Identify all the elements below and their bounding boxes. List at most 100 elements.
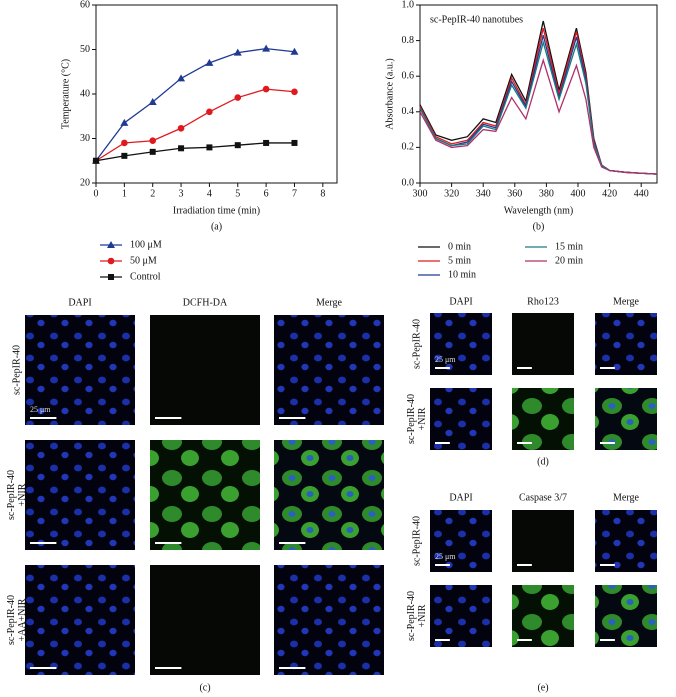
y-tick-label: 20 (80, 177, 90, 188)
panel-caption: (d) (537, 456, 549, 467)
y-tick-label: 0.4 (402, 106, 415, 117)
x-axis-label: Wavelength (nm) (504, 205, 573, 216)
marker (149, 148, 156, 155)
micrograph (512, 388, 574, 450)
y-axis-label: Absorbance (a.u.) (384, 58, 395, 129)
x-tick-label: 1 (122, 188, 127, 199)
marker (120, 118, 129, 126)
marker (290, 47, 299, 55)
row-label: sc-PepIR-40 (406, 394, 417, 444)
marker (262, 44, 271, 52)
column-header: Merge (316, 297, 342, 308)
series-line (419, 20, 658, 175)
plot-frame (95, 4, 338, 184)
column-header: Caspase 3/7 (519, 492, 567, 503)
column-header: DAPI (68, 297, 91, 308)
legend-label: 50 μM (130, 255, 157, 266)
x-tick-label: 320 (444, 188, 459, 199)
micrograph (25, 565, 135, 675)
x-tick-label: 8 (320, 188, 325, 199)
x-tick-label: 4 (207, 188, 212, 199)
series-line (95, 88, 295, 162)
marker (121, 139, 128, 147)
micrograph (430, 388, 492, 450)
y-tick-label: 0.8 (402, 35, 415, 46)
micrograph (25, 440, 135, 550)
marker (234, 142, 241, 149)
x-tick-label: 3 (179, 188, 184, 199)
legend-label: 20 min (555, 255, 583, 266)
marker (149, 137, 157, 145)
row-label: sc-PepIR-40 (411, 319, 422, 369)
panel-caption: (b) (533, 221, 545, 232)
y-tick-label: 30 (80, 133, 90, 144)
y-tick-label: 0.6 (402, 70, 415, 81)
row-label: sc-PepIR-40 (6, 595, 17, 645)
legend-marker (108, 274, 114, 280)
column-header: DAPI (449, 296, 472, 307)
column-header: DAPI (449, 492, 472, 503)
column-header: Merge (613, 296, 639, 307)
legend-label: 100 μM (130, 239, 162, 250)
x-tick-label: 400 (571, 188, 586, 199)
legend-marker (107, 241, 115, 248)
y-tick-label: 1.0 (402, 0, 415, 10)
micrograph (595, 585, 657, 647)
x-tick-label: 7 (292, 188, 297, 199)
marker (177, 74, 186, 82)
column-header: Merge (613, 492, 639, 503)
x-tick-label: 380 (539, 188, 554, 199)
marker (206, 108, 213, 116)
marker (178, 145, 185, 152)
marker (121, 152, 128, 159)
micrograph (430, 585, 492, 647)
x-tick-label: 0 (94, 188, 99, 199)
legend-label: 5 min (448, 255, 471, 266)
marker (234, 94, 242, 101)
micrograph (25, 315, 135, 425)
micrograph (150, 565, 260, 675)
annotation: sc-PepIR-40 nanotubes (430, 14, 523, 25)
marker (263, 139, 270, 146)
micrograph (430, 510, 492, 572)
micrograph (595, 510, 657, 572)
micrograph (430, 313, 492, 375)
marker (205, 58, 214, 66)
series-line (95, 47, 295, 162)
y-tick-label: 60 (80, 0, 90, 10)
micrograph (512, 585, 574, 647)
y-tick-label: 0.0 (402, 177, 415, 188)
legend-label: Control (130, 271, 161, 282)
panel-caption: (a) (211, 221, 222, 232)
marker (291, 88, 298, 96)
micrograph (595, 313, 657, 375)
legend-label: 0 min (448, 241, 471, 252)
series-line (419, 57, 658, 175)
micrograph (150, 315, 260, 425)
micrograph (274, 565, 384, 675)
micrograph (512, 510, 574, 572)
scale-bar-label: 25 μm (435, 355, 456, 364)
marker (148, 98, 157, 106)
micrograph (274, 440, 384, 550)
micrograph (150, 440, 260, 550)
x-tick-label: 2 (150, 188, 155, 199)
x-tick-label: 340 (476, 188, 491, 199)
marker (291, 139, 298, 146)
row-label: +NIR (417, 407, 428, 430)
series-line (419, 35, 658, 175)
row-label: sc-PepIR-40 (411, 516, 422, 566)
row-label: +NIR (17, 483, 28, 506)
row-label: +AA+NIR (17, 598, 28, 641)
x-tick-label: 5 (235, 188, 240, 199)
column-header: DCFH-DA (183, 297, 228, 308)
y-axis-label: Temperature (°C) (60, 59, 71, 129)
legend-marker (107, 257, 115, 265)
scale-bar-label: 25 μm (435, 552, 456, 561)
micrograph (274, 315, 384, 425)
row-label: sc-PepIR-40 (6, 470, 17, 520)
x-tick-label: 420 (602, 188, 617, 199)
series-line (419, 27, 658, 175)
y-tick-label: 40 (80, 88, 90, 99)
